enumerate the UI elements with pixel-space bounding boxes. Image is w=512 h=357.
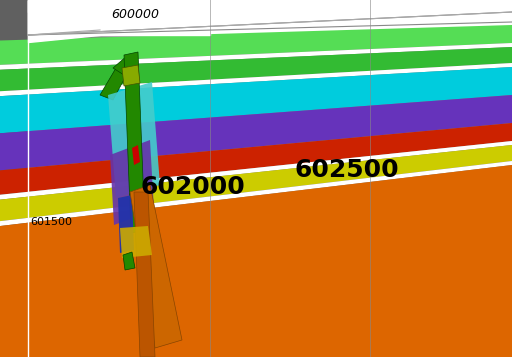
Polygon shape (122, 65, 140, 86)
Polygon shape (0, 123, 512, 200)
Text: 602500: 602500 (295, 158, 400, 182)
Polygon shape (0, 63, 512, 99)
Polygon shape (113, 55, 138, 75)
Text: 602000: 602000 (140, 175, 245, 199)
Polygon shape (0, 141, 512, 205)
Polygon shape (0, 47, 512, 94)
Polygon shape (118, 195, 134, 253)
Polygon shape (130, 185, 182, 348)
Polygon shape (108, 82, 160, 198)
Polygon shape (120, 226, 152, 258)
Polygon shape (124, 52, 145, 233)
Polygon shape (0, 25, 512, 67)
Polygon shape (134, 192, 155, 357)
Polygon shape (0, 95, 512, 175)
Polygon shape (0, 145, 512, 227)
Polygon shape (110, 140, 154, 225)
Polygon shape (0, 67, 512, 137)
Polygon shape (0, 161, 512, 232)
Polygon shape (132, 145, 140, 165)
Polygon shape (100, 68, 128, 100)
Text: 601500: 601500 (30, 217, 72, 227)
Polygon shape (123, 252, 135, 270)
Polygon shape (0, 165, 512, 357)
Polygon shape (0, 43, 512, 72)
Text: 600000: 600000 (111, 8, 159, 21)
